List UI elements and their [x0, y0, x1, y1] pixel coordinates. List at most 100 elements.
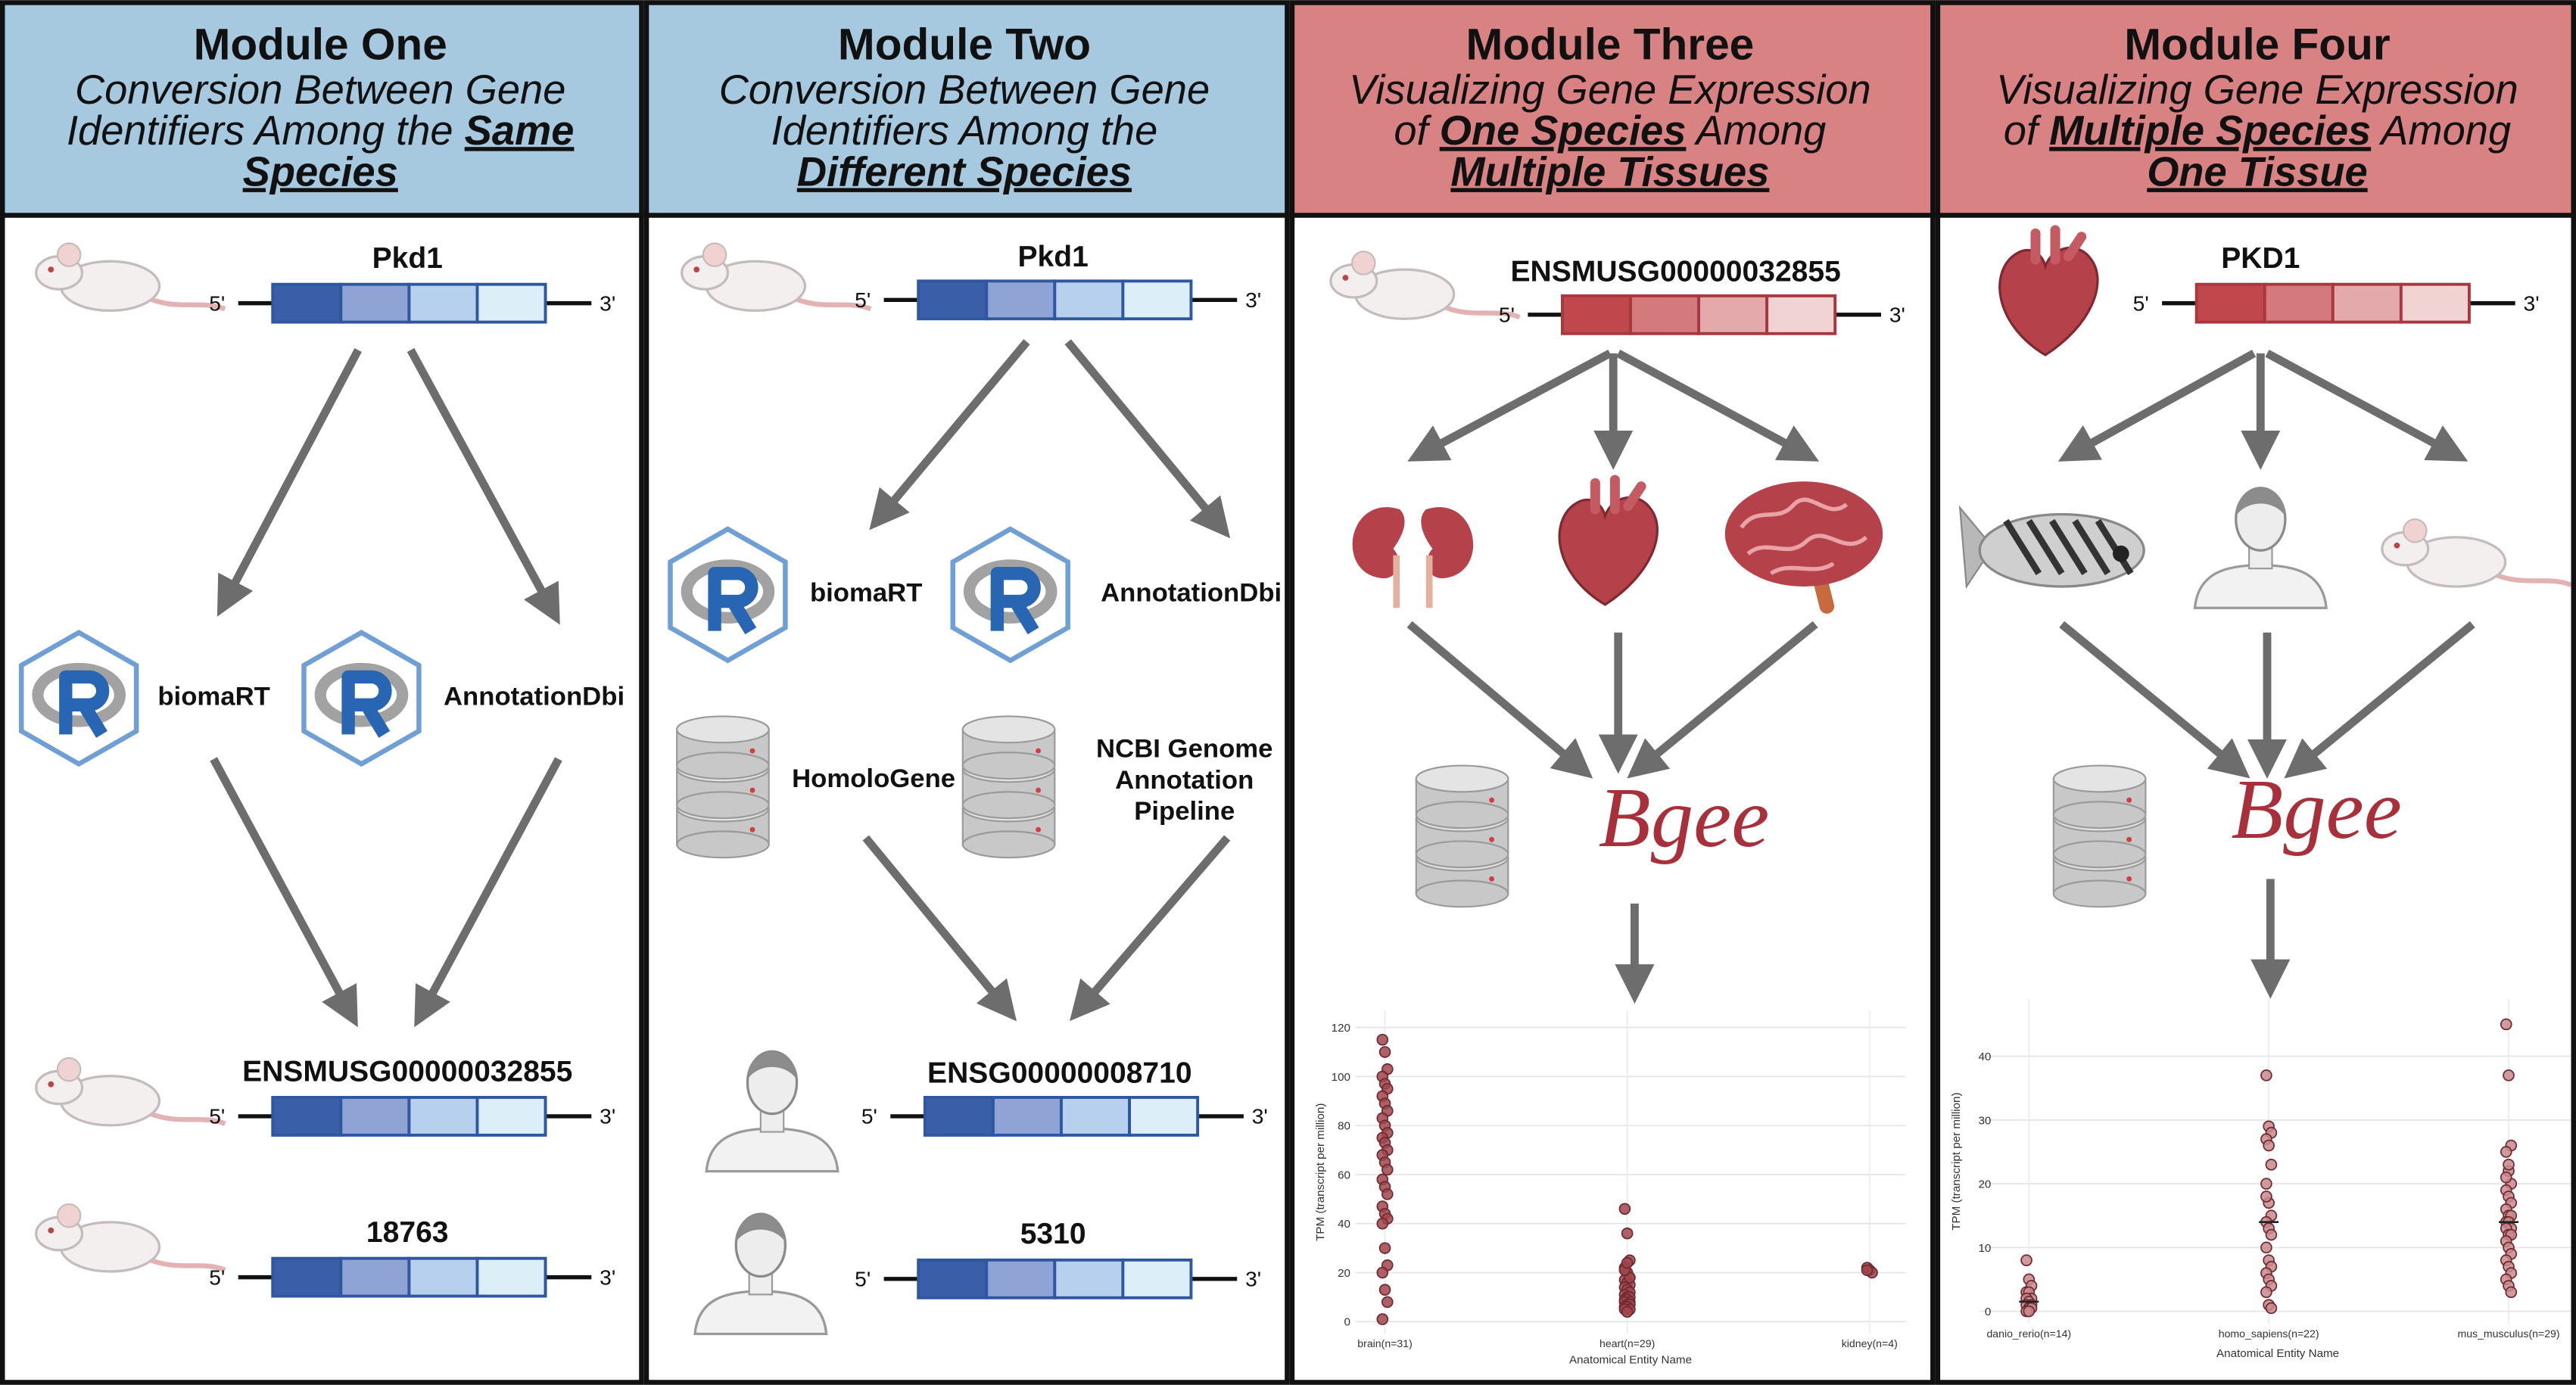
module-subtitle: Identifiers Among the Same — [67, 108, 574, 154]
three-prime-label: 3' — [1252, 1104, 1268, 1128]
module-header — [1935, 0, 2576, 214]
mouse-icon — [2381, 518, 2572, 588]
gene-segment — [1697, 294, 1769, 335]
hair — [2235, 488, 2285, 516]
data-point — [2500, 1171, 2512, 1184]
three-prime-label: 3' — [2524, 291, 2540, 315]
gene-segment — [991, 1096, 1063, 1137]
data-point — [2500, 1146, 2512, 1158]
subtitle-segment: One Tissue — [2147, 149, 2367, 195]
r-glyph — [341, 670, 392, 738]
module-subtitle: Conversion Between Gene — [719, 67, 1210, 113]
database-icon — [1415, 764, 1509, 908]
db-light — [1036, 787, 1042, 793]
db-light — [1489, 836, 1495, 842]
db-bottom — [961, 791, 1056, 820]
subtitle-segment: One Species — [1440, 108, 1687, 154]
arrow — [1616, 350, 1820, 462]
five-prime-label: 5' — [861, 1104, 877, 1128]
data-point — [1621, 1256, 1634, 1269]
ear — [1351, 251, 1376, 275]
module-frame — [643, 0, 1290, 1385]
vessels — [1590, 475, 1646, 515]
y-tick-label: 60 — [1338, 1169, 1350, 1181]
module-subtitle: Visualizing Gene Expression — [1349, 67, 1871, 113]
r-logo — [18, 630, 139, 767]
data-point — [2265, 1228, 2278, 1241]
subtitle-segment: Different Species — [797, 149, 1132, 195]
y-tick-label: 20 — [1338, 1267, 1350, 1280]
tool-label: HomoloGene — [792, 764, 955, 793]
db-bottom — [2052, 879, 2147, 908]
gene-segment — [1121, 1258, 1193, 1299]
data-point — [2500, 1018, 2512, 1031]
gene-label: PKD1 — [2221, 242, 2300, 275]
data-point — [1378, 1284, 1391, 1296]
stripe — [2095, 518, 2134, 575]
db-light — [1036, 748, 1042, 754]
data-point — [2260, 1069, 2272, 1082]
ear — [702, 242, 727, 267]
three-prime-label: 3' — [1245, 1267, 1261, 1291]
x-tick-label: brain(n=31) — [1357, 1337, 1412, 1349]
data-point — [1378, 1046, 1391, 1058]
gene-segment — [985, 279, 1057, 321]
gene-label: 18763 — [366, 1216, 449, 1249]
r-logo — [950, 526, 1070, 664]
human-icon — [2193, 487, 2328, 609]
tail — [142, 1254, 226, 1272]
eye — [2394, 542, 2400, 549]
gene-segment — [985, 1258, 1057, 1299]
data-point — [2265, 1159, 2278, 1171]
bgee-logo: Bgee — [2231, 762, 2402, 857]
gene-segment — [475, 1256, 547, 1298]
arrow — [1064, 339, 1231, 539]
mouse-icon — [681, 242, 872, 313]
data-point — [1861, 1264, 1874, 1277]
subtitle-segment: of — [1394, 108, 1439, 154]
three-prime-label: 3' — [1889, 303, 1905, 327]
data-point — [1376, 1034, 1389, 1046]
data-point — [2260, 1241, 2272, 1254]
data-point — [2505, 1286, 2518, 1299]
hair — [747, 1052, 797, 1080]
gene-segment — [2263, 282, 2335, 324]
kidney-left — [1352, 507, 1405, 579]
data-point — [2260, 1178, 2272, 1190]
data-point — [1378, 1242, 1391, 1254]
subtitle-segment: Among — [1686, 108, 1826, 154]
db-light — [749, 787, 755, 793]
module-subtitle: Visualizing Gene Expression — [1996, 67, 2518, 113]
gene-segment — [2399, 282, 2471, 324]
fish-icon — [1958, 505, 2145, 590]
db-light — [1036, 826, 1042, 833]
database-icon — [961, 715, 1056, 859]
database-icon — [676, 715, 770, 859]
three-prime-label: 3' — [600, 291, 615, 315]
gene-label: ENSMUSG00000032855 — [1511, 255, 1841, 288]
five-prime-label: 5' — [855, 288, 871, 312]
x-tick-label: kidney(n=4) — [1842, 1337, 1898, 1349]
gene-label: Pkd1 — [1017, 241, 1088, 273]
hair — [736, 1215, 786, 1242]
tool-label: Pipeline — [1134, 797, 1235, 826]
subtitle-segment: Species — [243, 149, 398, 195]
y-tick-label: 100 — [1332, 1071, 1350, 1084]
gene-segment — [1560, 294, 1632, 335]
arrow — [2284, 621, 2475, 779]
data-point — [1376, 1266, 1389, 1279]
eye — [48, 1081, 55, 1088]
gene-segment — [1053, 279, 1125, 321]
db-bottom — [676, 791, 770, 820]
gene-segment — [407, 1096, 479, 1137]
stripe — [2072, 518, 2111, 575]
module-subtitle: of One Species Among — [1394, 108, 1826, 154]
r-logo — [668, 526, 788, 664]
arrow — [862, 835, 1017, 1022]
db-top — [2052, 764, 2147, 793]
subtitle-segment: Among — [2371, 108, 2511, 154]
gene-segment — [2194, 282, 2266, 324]
stripe — [2026, 518, 2065, 575]
data-point — [2503, 1069, 2515, 1082]
